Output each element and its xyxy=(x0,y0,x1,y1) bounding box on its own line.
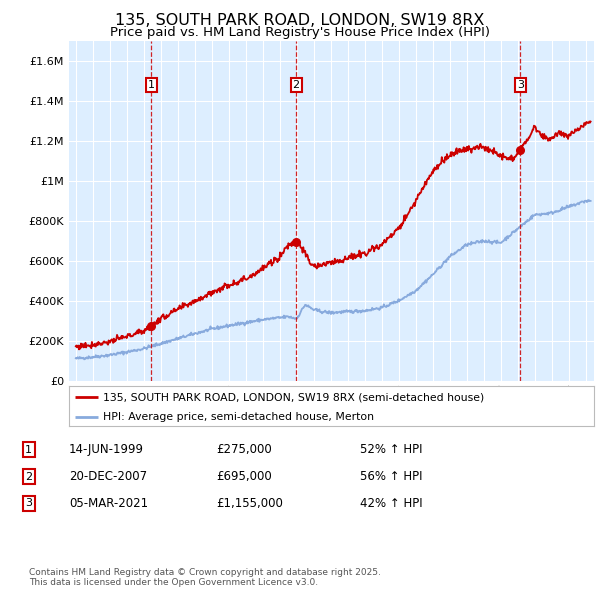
Text: 1: 1 xyxy=(148,80,155,90)
Text: 2: 2 xyxy=(293,80,300,90)
Text: 52% ↑ HPI: 52% ↑ HPI xyxy=(360,443,422,456)
Text: 42% ↑ HPI: 42% ↑ HPI xyxy=(360,497,422,510)
Text: HPI: Average price, semi-detached house, Merton: HPI: Average price, semi-detached house,… xyxy=(103,412,374,422)
Text: 1: 1 xyxy=(25,445,32,454)
Text: 3: 3 xyxy=(25,499,32,508)
Text: £695,000: £695,000 xyxy=(216,470,272,483)
Text: Contains HM Land Registry data © Crown copyright and database right 2025.
This d: Contains HM Land Registry data © Crown c… xyxy=(29,568,380,587)
Text: 135, SOUTH PARK ROAD, LONDON, SW19 8RX: 135, SOUTH PARK ROAD, LONDON, SW19 8RX xyxy=(115,13,485,28)
Text: £1,155,000: £1,155,000 xyxy=(216,497,283,510)
Text: 135, SOUTH PARK ROAD, LONDON, SW19 8RX (semi-detached house): 135, SOUTH PARK ROAD, LONDON, SW19 8RX (… xyxy=(103,392,484,402)
Text: Price paid vs. HM Land Registry's House Price Index (HPI): Price paid vs. HM Land Registry's House … xyxy=(110,26,490,39)
Text: 14-JUN-1999: 14-JUN-1999 xyxy=(69,443,144,456)
Text: 3: 3 xyxy=(517,80,524,90)
Text: 2: 2 xyxy=(25,472,32,481)
Text: £275,000: £275,000 xyxy=(216,443,272,456)
Text: 20-DEC-2007: 20-DEC-2007 xyxy=(69,470,147,483)
Text: 56% ↑ HPI: 56% ↑ HPI xyxy=(360,470,422,483)
Text: 05-MAR-2021: 05-MAR-2021 xyxy=(69,497,148,510)
